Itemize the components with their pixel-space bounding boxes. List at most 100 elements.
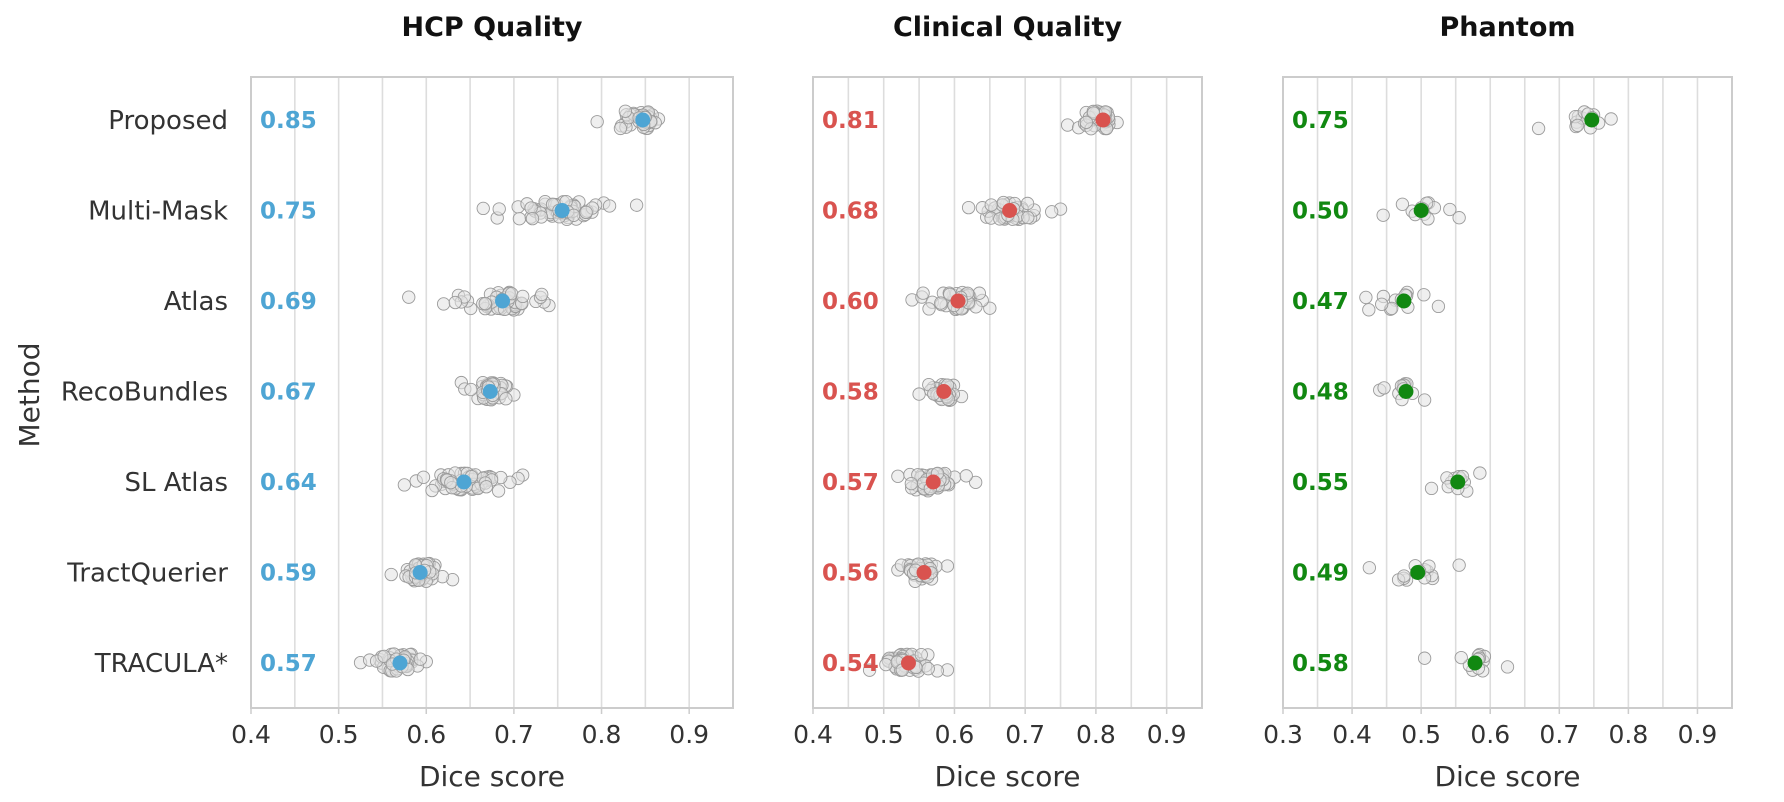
x-tick-label: 0.4	[231, 720, 271, 749]
sample-point	[478, 296, 492, 311]
category-label: TRACULA*	[94, 649, 228, 679]
mean-value-label: 0.60	[822, 289, 879, 315]
category-label: TractQuerier	[66, 559, 228, 589]
mean-value-label: 0.68	[822, 199, 879, 225]
mean-value-label: 0.67	[260, 380, 317, 406]
sample-point	[1377, 381, 1391, 395]
sample-point	[444, 475, 458, 490]
plot-frame	[812, 76, 1203, 709]
mean-point	[482, 384, 498, 399]
sample-point	[1375, 297, 1389, 311]
mean-point	[495, 293, 511, 309]
x-tick-label: 0.9	[1147, 720, 1187, 749]
sample-point	[1500, 660, 1515, 674]
mean-point	[950, 293, 966, 309]
mean-point	[1410, 565, 1426, 580]
x-tick-label: 0.6	[406, 720, 446, 749]
mean-value-label: 0.49	[1292, 561, 1349, 587]
mean-point	[456, 474, 472, 490]
sample-point	[579, 205, 593, 220]
mean-point	[1467, 655, 1483, 671]
sample-point	[1079, 115, 1093, 129]
sample-point	[891, 469, 905, 483]
mean-point	[1095, 112, 1111, 128]
panel-1	[250, 76, 734, 714]
sample-point	[1417, 288, 1431, 302]
sample-point	[1417, 393, 1432, 407]
sample-point	[1020, 196, 1035, 211]
sample-point	[1443, 202, 1457, 217]
x-tick-label: 0.8	[1076, 720, 1116, 749]
sample-point	[1362, 303, 1376, 317]
y-axis-label: Method	[13, 342, 46, 447]
sample-point	[1473, 466, 1487, 480]
sample-point	[1417, 651, 1432, 665]
mean-point	[635, 112, 651, 128]
x-tick-label: 0.7	[1539, 720, 1579, 749]
x-axis-label: Dice score	[1434, 760, 1580, 793]
mean-value-label: 0.81	[822, 108, 879, 134]
plot-frame	[250, 76, 734, 709]
sample-point	[590, 115, 604, 129]
sample-point	[1060, 118, 1075, 132]
sample-point	[916, 286, 930, 300]
mean-point	[1398, 384, 1414, 399]
mean-point	[900, 655, 916, 671]
sample-point	[448, 295, 462, 310]
sample-point	[922, 302, 936, 316]
category-label: Atlas	[164, 287, 228, 317]
category-label: Proposed	[108, 106, 228, 136]
mean-value-label: 0.48	[1292, 380, 1349, 406]
x-tick-label: 0.3	[1263, 720, 1303, 749]
x-tick-label: 0.8	[1609, 720, 1649, 749]
mean-value-label: 0.85	[260, 108, 317, 134]
sample-point	[1395, 197, 1410, 211]
mean-value-label: 0.69	[260, 289, 317, 315]
sample-point	[1376, 208, 1390, 222]
mean-point	[1396, 293, 1412, 309]
sample-point	[914, 648, 928, 662]
sample-point	[934, 296, 948, 310]
sample-point	[984, 198, 998, 212]
sample-point	[1424, 481, 1439, 496]
sample-point	[425, 483, 439, 498]
plot-frame	[1282, 76, 1733, 709]
sample-point	[491, 484, 506, 498]
x-axis-label: Dice score	[419, 760, 565, 793]
sample-point	[464, 382, 478, 397]
x-tick-label: 0.4	[793, 720, 833, 749]
sample-point	[416, 470, 431, 484]
mean-point	[925, 474, 941, 490]
mean-point	[1450, 474, 1466, 490]
mean-value-label: 0.54	[822, 651, 879, 677]
sample-point	[512, 212, 527, 226]
x-tick-label: 0.5	[1401, 720, 1441, 749]
sample-point	[629, 198, 644, 212]
mean-value-label: 0.55	[1292, 470, 1349, 496]
mean-value-label: 0.57	[822, 470, 879, 496]
mean-point	[1413, 203, 1429, 218]
mean-value-label: 0.50	[1292, 199, 1349, 225]
sample-point	[436, 297, 451, 311]
x-tick-label: 0.5	[864, 720, 904, 749]
x-tick-label: 0.6	[935, 720, 975, 749]
sample-point	[972, 286, 986, 300]
sample-point	[921, 662, 935, 676]
sample-point	[862, 663, 877, 677]
category-label: SL Atlas	[125, 468, 228, 498]
sample-point	[384, 567, 398, 582]
sample-point	[397, 478, 412, 492]
x-tick-label: 0.7	[494, 720, 534, 749]
sample-point	[377, 649, 391, 664]
mean-point	[392, 655, 408, 671]
panel-title: Clinical Quality	[893, 12, 1122, 43]
sample-point	[499, 392, 513, 406]
sample-point	[618, 104, 633, 118]
sample-point	[1452, 558, 1466, 572]
mean-value-label: 0.75	[1292, 108, 1349, 134]
sample-point	[1359, 290, 1373, 305]
category-label: Multi-Mask	[88, 197, 228, 227]
x-tick-label: 0.6	[1470, 720, 1510, 749]
sample-point	[961, 200, 976, 215]
